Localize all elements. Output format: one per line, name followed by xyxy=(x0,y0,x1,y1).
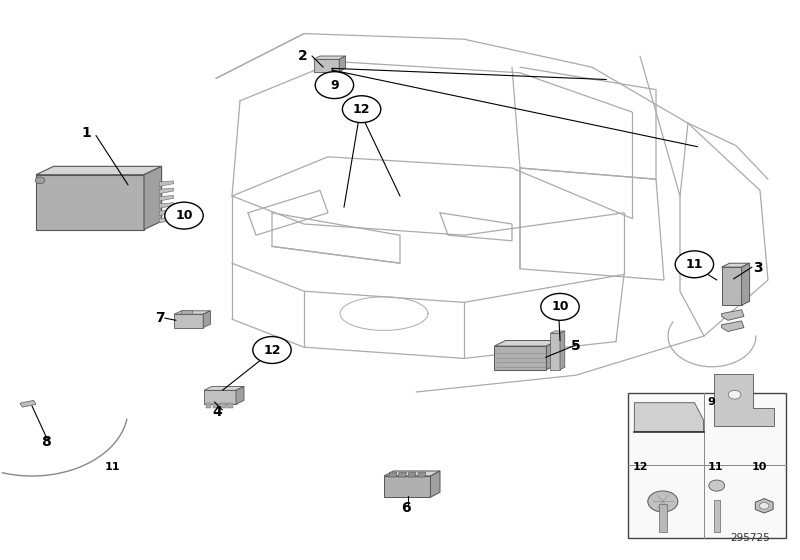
Polygon shape xyxy=(20,400,36,407)
Polygon shape xyxy=(236,386,244,404)
Polygon shape xyxy=(174,314,203,328)
Polygon shape xyxy=(546,340,558,370)
Polygon shape xyxy=(550,333,560,370)
Polygon shape xyxy=(181,311,193,314)
Circle shape xyxy=(315,72,354,99)
Polygon shape xyxy=(204,390,236,404)
Polygon shape xyxy=(36,166,162,175)
Polygon shape xyxy=(398,472,406,477)
Text: 2: 2 xyxy=(298,49,307,63)
Circle shape xyxy=(253,337,291,363)
Polygon shape xyxy=(314,59,339,72)
Circle shape xyxy=(342,96,381,123)
Text: 1: 1 xyxy=(82,127,91,141)
Text: 12: 12 xyxy=(353,102,370,116)
Polygon shape xyxy=(159,217,174,223)
Polygon shape xyxy=(722,310,744,320)
Circle shape xyxy=(165,202,203,229)
Circle shape xyxy=(675,251,714,278)
Bar xyxy=(714,500,719,532)
Bar xyxy=(659,503,667,532)
Text: 10: 10 xyxy=(551,300,569,314)
Polygon shape xyxy=(408,472,416,477)
Polygon shape xyxy=(722,263,750,267)
Circle shape xyxy=(759,502,769,509)
Text: 7: 7 xyxy=(155,311,165,325)
Polygon shape xyxy=(494,340,558,346)
Polygon shape xyxy=(755,498,773,513)
Polygon shape xyxy=(213,403,218,408)
Text: 8: 8 xyxy=(42,436,51,450)
Polygon shape xyxy=(204,386,244,390)
Polygon shape xyxy=(159,210,174,216)
Text: 10: 10 xyxy=(751,461,767,472)
Polygon shape xyxy=(418,472,426,477)
Text: 3: 3 xyxy=(754,261,763,275)
Polygon shape xyxy=(36,175,144,230)
Polygon shape xyxy=(722,267,742,305)
Text: 11: 11 xyxy=(686,258,703,271)
Polygon shape xyxy=(430,471,440,497)
Polygon shape xyxy=(722,321,744,332)
Polygon shape xyxy=(384,471,440,476)
Polygon shape xyxy=(203,311,210,328)
Polygon shape xyxy=(384,476,430,497)
Polygon shape xyxy=(550,331,565,333)
Text: 6: 6 xyxy=(402,502,411,515)
Text: 5: 5 xyxy=(571,339,581,353)
Polygon shape xyxy=(159,188,174,194)
Polygon shape xyxy=(159,195,174,201)
Text: 9: 9 xyxy=(330,78,338,92)
Polygon shape xyxy=(389,472,397,477)
Circle shape xyxy=(648,491,678,512)
Text: 11: 11 xyxy=(104,461,120,472)
Circle shape xyxy=(541,293,579,320)
Polygon shape xyxy=(206,403,211,408)
Polygon shape xyxy=(560,331,565,370)
Polygon shape xyxy=(227,403,233,408)
Circle shape xyxy=(728,390,741,399)
Text: 11: 11 xyxy=(707,461,722,472)
Polygon shape xyxy=(742,263,750,305)
Text: 12: 12 xyxy=(263,343,281,357)
Circle shape xyxy=(709,480,725,491)
Text: 12: 12 xyxy=(633,461,648,472)
Polygon shape xyxy=(314,56,346,59)
Polygon shape xyxy=(159,203,174,208)
Polygon shape xyxy=(634,403,703,432)
Text: 295725: 295725 xyxy=(730,533,770,543)
Polygon shape xyxy=(220,403,226,408)
Polygon shape xyxy=(174,311,210,314)
Polygon shape xyxy=(339,56,346,72)
Text: 10: 10 xyxy=(175,209,193,222)
Text: 4: 4 xyxy=(213,404,222,419)
Polygon shape xyxy=(494,346,546,370)
Polygon shape xyxy=(159,181,174,186)
Bar xyxy=(628,393,786,538)
Circle shape xyxy=(35,177,45,184)
Text: 9: 9 xyxy=(707,396,715,407)
Polygon shape xyxy=(714,374,774,426)
Polygon shape xyxy=(144,166,162,230)
